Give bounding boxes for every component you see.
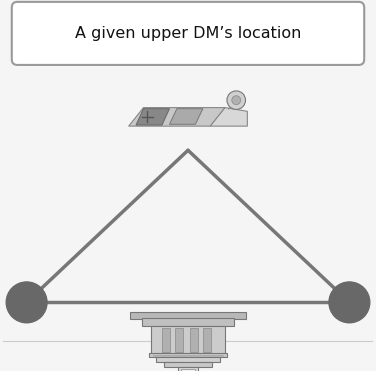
Circle shape [232, 96, 241, 105]
FancyBboxPatch shape [162, 328, 170, 352]
FancyBboxPatch shape [156, 357, 220, 362]
FancyBboxPatch shape [175, 328, 183, 352]
FancyBboxPatch shape [151, 326, 225, 354]
Circle shape [227, 91, 246, 109]
FancyBboxPatch shape [12, 2, 364, 65]
FancyBboxPatch shape [190, 328, 198, 352]
Polygon shape [210, 108, 247, 126]
Text: A given upper DM’s location: A given upper DM’s location [75, 26, 301, 41]
Polygon shape [170, 109, 203, 124]
Circle shape [6, 282, 47, 323]
FancyBboxPatch shape [164, 362, 212, 367]
Polygon shape [136, 109, 170, 125]
FancyBboxPatch shape [177, 367, 199, 371]
FancyBboxPatch shape [149, 353, 227, 357]
FancyBboxPatch shape [142, 318, 234, 326]
FancyBboxPatch shape [180, 369, 196, 371]
Polygon shape [129, 108, 225, 126]
FancyBboxPatch shape [130, 312, 246, 319]
FancyBboxPatch shape [203, 328, 211, 352]
Circle shape [329, 282, 370, 323]
